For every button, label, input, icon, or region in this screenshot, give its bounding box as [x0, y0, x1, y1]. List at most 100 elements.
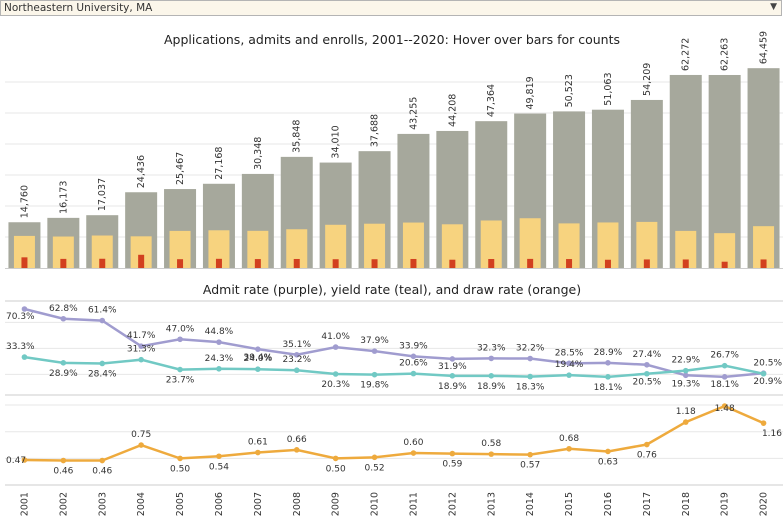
yield-rate-label-2018: 22.9% [671, 356, 700, 366]
bar-enrolls-2014 [527, 258, 534, 268]
bar-enrolls-2017 [643, 259, 650, 268]
bar-enrolls-2010 [371, 259, 378, 268]
bar-admits-2006 [208, 230, 230, 268]
yield-rate-label-2001: 33.3% [6, 342, 35, 352]
yield-rate-point-2004 [138, 356, 144, 363]
bar-admits-2009 [325, 224, 347, 268]
admit-rate-point-2010 [371, 348, 378, 354]
yield-rate-label-2005: 23.7% [166, 376, 195, 386]
bar-enrolls-2018 [682, 259, 689, 268]
admit-rate-label-2011: 33.9% [399, 341, 428, 351]
yield-rate-point-2012 [449, 373, 456, 379]
draw-rate-label-2004: 0.75 [131, 430, 151, 440]
admit-rate-label-2015: 28.5% [555, 348, 584, 358]
bar-enrolls-2012 [449, 259, 456, 268]
yield-rate-line [24, 355, 764, 379]
admit-rate-point-2009 [332, 344, 339, 350]
admit-rate-label-2002: 62.8% [49, 304, 78, 314]
yield-rate-point-2017 [644, 370, 650, 377]
x-tick-2016: 2016 [603, 492, 614, 516]
x-tick-2001: 2001 [19, 492, 30, 516]
bar-enrolls-2020 [760, 259, 767, 268]
bar-admits-2020 [753, 226, 775, 268]
admit-rate-point-2014 [527, 355, 533, 362]
x-tick-2015: 2015 [564, 492, 575, 516]
yield-rate-label-2007: 24.0% [244, 354, 273, 364]
draw-rate-point-2014 [527, 451, 533, 458]
bar-enrolls-2002 [60, 258, 67, 268]
admit-rate-label-2003: 61.4% [88, 306, 117, 316]
admit-rate-point-2004 [138, 343, 144, 349]
draw-rate-label-2015: 0.68 [559, 434, 579, 444]
bar-admits-2002 [52, 236, 74, 268]
admit-rate-label-2001: 70.3% [6, 312, 35, 322]
x-tick-2012: 2012 [447, 492, 458, 516]
bar-label-2017: 54,209 [642, 63, 653, 96]
bar-chart-title: Applications, admits and enrolls, 2001--… [163, 32, 621, 47]
x-tick-2007: 2007 [253, 492, 264, 516]
draw-rate-label-2017: 0.76 [637, 451, 657, 461]
draw-rate-point-2020 [760, 420, 767, 426]
university-dropdown[interactable]: Northeastern University, MA ▼ [0, 0, 782, 16]
bar-enrolls-2015 [566, 259, 573, 268]
bar-admits-2013 [480, 220, 502, 268]
draw-rate-point-2010 [371, 454, 378, 461]
bar-label-2016: 51,063 [603, 72, 614, 105]
bar-admits-2015 [558, 223, 580, 268]
admit-rate-label-2006: 44.8% [205, 327, 234, 337]
admit-rate-point-2013 [488, 355, 495, 362]
bar-enrolls-2004 [138, 254, 145, 268]
x-tick-2003: 2003 [97, 492, 108, 516]
bar-label-2011: 43,255 [408, 97, 419, 130]
caret-down-icon[interactable]: ▼ [770, 2, 777, 12]
yield-rate-point-2001 [21, 354, 28, 360]
admit-rate-label-2017: 27.4% [633, 350, 662, 360]
yield-rate-label-2019: 26.7% [710, 351, 739, 361]
bar-admits-2005 [169, 230, 191, 268]
draw-rate-label-2009: 0.50 [326, 464, 346, 474]
admit-rate-point-2002 [60, 315, 67, 322]
bar-enrolls-2006 [215, 258, 222, 268]
draw-rate-point-2005 [177, 455, 183, 462]
admit-rate-label-2012: 31.9% [438, 362, 467, 372]
bar-admits-2019 [714, 233, 736, 268]
draw-rate-point-2002 [60, 457, 67, 464]
bar-enrolls-2001 [21, 257, 28, 268]
bar-admits-2018 [675, 230, 697, 268]
draw-rate-point-2001 [21, 457, 28, 463]
x-tick-2010: 2010 [370, 492, 381, 516]
bar-enrolls-2019 [721, 261, 728, 268]
x-tick-2019: 2019 [720, 492, 731, 516]
draw-rate-point-2012 [449, 450, 456, 457]
admit-rate-label-2014: 32.2% [516, 344, 545, 354]
admit-rate-point-2011 [410, 353, 417, 360]
yield-rate-label-2009: 20.3% [321, 380, 350, 390]
admit-rate-label-2016: 28.9% [594, 348, 623, 358]
admit-rate-label-2019: 18.1% [710, 380, 739, 390]
draw-rate-label-2019: 1.48 [715, 404, 735, 414]
x-tick-2013: 2013 [486, 492, 497, 516]
bar-admits-2011 [402, 222, 424, 268]
draw-rate-label-2013: 0.58 [481, 439, 501, 449]
admit-rate-label-2020: 20.9% [753, 377, 782, 387]
bar-admits-2010 [364, 223, 386, 268]
x-tick-2004: 2004 [136, 492, 147, 516]
draw-rate-label-2012: 0.59 [442, 460, 462, 470]
draw-rate-point-2006 [216, 453, 222, 460]
bar-label-2013: 47,364 [486, 84, 497, 117]
bar-label-2005: 25,467 [175, 152, 186, 185]
admit-rate-label-2013: 32.3% [477, 343, 506, 353]
bar-label-2020: 64,459 [759, 31, 770, 64]
draw-rate-label-2003: 0.46 [92, 467, 112, 477]
draw-rate-point-2013 [488, 451, 495, 457]
admit-rate-point-2003 [99, 317, 106, 324]
admit-rate-label-2007: 39.4% [244, 353, 273, 363]
draw-rate-point-2007 [255, 449, 261, 456]
yield-rate-point-2003 [99, 360, 106, 367]
yield-rate-label-2002: 28.9% [49, 369, 78, 379]
draw-rate-point-2004 [138, 442, 144, 448]
admit-rate-point-2018 [682, 372, 689, 379]
bar-enrolls-2005 [177, 259, 184, 268]
yield-rate-point-2018 [682, 367, 689, 374]
